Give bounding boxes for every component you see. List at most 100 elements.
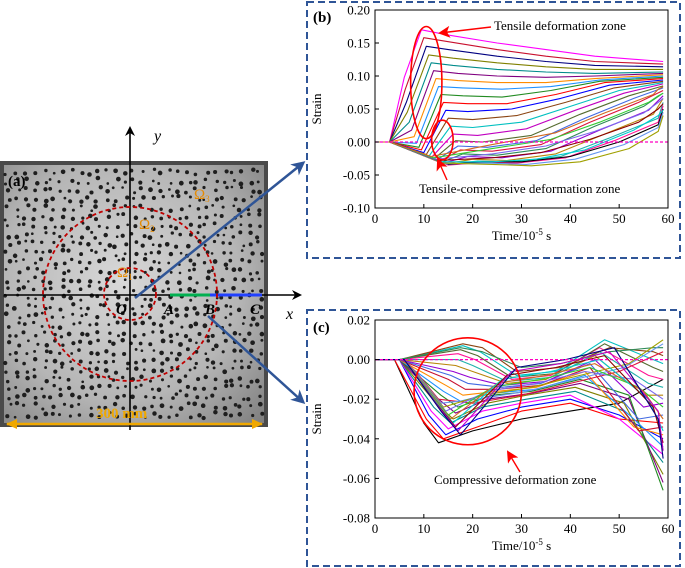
speckle-dot bbox=[25, 414, 31, 420]
speckle-dot bbox=[160, 361, 165, 366]
speckle-dot bbox=[124, 269, 129, 274]
speckle-dot bbox=[195, 395, 200, 400]
speckle-dot bbox=[107, 243, 113, 248]
speckle-dot bbox=[120, 311, 125, 316]
speckle-dot bbox=[103, 248, 107, 252]
speckle-dot bbox=[156, 250, 162, 255]
speckle-dot bbox=[48, 350, 53, 355]
speckle-dot bbox=[158, 414, 163, 419]
speckle-dot bbox=[131, 307, 135, 311]
speckle-dot bbox=[112, 203, 117, 208]
speckle-dot bbox=[193, 321, 199, 327]
speckle-dot bbox=[43, 187, 48, 192]
speckle-dot bbox=[106, 313, 110, 317]
speckle-dot bbox=[238, 230, 243, 235]
speckle-dot bbox=[58, 387, 62, 391]
speckle-dot bbox=[80, 331, 85, 337]
annotation-label: Tensile-compressive deformation zone bbox=[419, 181, 620, 196]
speckle-dot bbox=[121, 186, 124, 189]
speckle-dot bbox=[97, 405, 101, 410]
speckle-dot bbox=[77, 260, 82, 265]
speckle-dot bbox=[246, 384, 250, 389]
speckle-dot bbox=[121, 375, 125, 380]
speckle-dot bbox=[14, 386, 18, 389]
x-tick-label: 10 bbox=[417, 521, 430, 536]
speckle-dot bbox=[79, 307, 83, 310]
speckle-dot bbox=[187, 287, 193, 292]
speckle-dot bbox=[248, 272, 253, 276]
speckle-dot bbox=[123, 180, 127, 184]
speckle-dot bbox=[203, 243, 207, 247]
speckle-dot bbox=[112, 244, 117, 250]
speckle-dot bbox=[123, 171, 128, 176]
speckle-dot bbox=[257, 189, 262, 195]
speckle-dot bbox=[66, 269, 71, 273]
speckle-dot bbox=[237, 376, 243, 381]
speckle-dot bbox=[4, 204, 9, 209]
speckle-dot bbox=[188, 195, 192, 199]
speckle-dot bbox=[17, 343, 22, 348]
speckle-dot bbox=[224, 316, 228, 319]
panel-c: (c) 0 10 20 30 40 50 60 -0.08 -0.06 -0.04 -0.02 0.0… bbox=[306, 309, 681, 567]
speckle-dot bbox=[133, 270, 137, 273]
speckle-dot bbox=[142, 225, 146, 229]
speckle-dot bbox=[148, 266, 154, 272]
speckle-dot bbox=[48, 286, 53, 291]
speckle-dot bbox=[201, 386, 206, 391]
speckle-dot bbox=[157, 267, 162, 273]
speckle-dot bbox=[97, 415, 102, 420]
speckle-dot bbox=[204, 396, 208, 400]
speckle-dot bbox=[228, 258, 233, 263]
speckle-dot bbox=[169, 224, 173, 229]
omega-2-label: Ω2 bbox=[139, 217, 155, 234]
speckle-dot bbox=[257, 401, 263, 407]
speckle-dot bbox=[22, 361, 26, 366]
speckle-dot bbox=[61, 315, 65, 319]
speckle-dot bbox=[197, 332, 202, 336]
speckle-dot bbox=[139, 383, 143, 387]
speckle-dot bbox=[33, 349, 37, 353]
speckle-dot bbox=[5, 280, 10, 285]
speckle-dot bbox=[170, 231, 174, 235]
speckle-dot bbox=[60, 365, 64, 369]
speckle-dot bbox=[43, 330, 47, 334]
y-tick-label: -0.06 bbox=[343, 471, 371, 486]
speckle-dot bbox=[41, 279, 45, 284]
speckle-dot bbox=[142, 406, 147, 411]
speckle-dot bbox=[111, 359, 116, 364]
speckle-dot bbox=[33, 304, 38, 308]
speckle-dot bbox=[76, 181, 80, 185]
speckle-dot bbox=[90, 248, 94, 252]
speckle-dot bbox=[229, 170, 234, 175]
speckle-dot bbox=[197, 224, 202, 229]
speckle-dot bbox=[53, 262, 58, 267]
speckle-dot bbox=[21, 403, 26, 407]
speckle-dot bbox=[81, 221, 85, 225]
point-c-label: C bbox=[250, 302, 261, 318]
speckle-dot bbox=[249, 323, 253, 327]
speckle-dot bbox=[188, 204, 192, 208]
speckle-dot bbox=[15, 394, 20, 399]
speckle-dot bbox=[148, 187, 153, 193]
speckle-dot bbox=[89, 350, 94, 356]
speckle-dot bbox=[124, 297, 129, 302]
speckle-dot bbox=[131, 288, 136, 293]
speckle-dot bbox=[213, 169, 218, 175]
speckle-dot bbox=[142, 333, 146, 337]
speckle-dot bbox=[224, 383, 229, 388]
speckle-dot bbox=[6, 235, 12, 240]
speckle-dot bbox=[175, 413, 179, 418]
speckle-dot bbox=[229, 251, 233, 255]
speckle-dot bbox=[225, 267, 229, 271]
y-axis-title: Strain bbox=[309, 93, 324, 125]
speckle-dot bbox=[203, 177, 208, 182]
speckle-dot bbox=[200, 403, 206, 409]
speckle-dot bbox=[40, 311, 44, 315]
speckle-dot bbox=[210, 333, 215, 338]
speckle-dot bbox=[138, 341, 143, 346]
omega-1-label: Ω1 bbox=[117, 265, 133, 282]
speckle-dot bbox=[175, 332, 179, 336]
speckle-dot bbox=[41, 250, 45, 254]
speckle-dot bbox=[233, 197, 238, 202]
speckle-dot bbox=[70, 178, 75, 183]
